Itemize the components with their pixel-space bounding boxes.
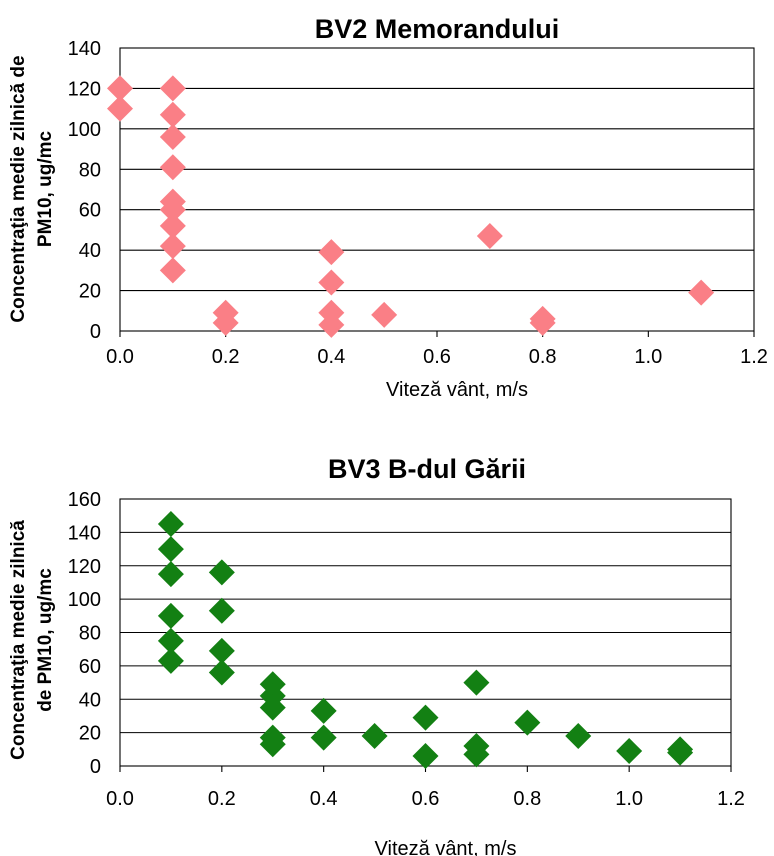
data-point — [667, 739, 694, 766]
x-tick-label: 1.2 — [740, 346, 768, 368]
data-point — [157, 511, 184, 538]
data-point — [107, 75, 133, 102]
y-axis-label-line: Concentraţia medie zilnică — [8, 520, 29, 760]
data-point — [159, 154, 186, 181]
x-tick-label: 0.2 — [208, 788, 236, 810]
x-tick-label: 0.0 — [106, 346, 134, 368]
x-tick-label: 0.8 — [529, 346, 557, 368]
data-point — [159, 196, 186, 223]
x-tick-label: 0.2 — [212, 346, 240, 368]
data-point — [259, 694, 286, 721]
x-tick-label: 0.4 — [317, 346, 345, 368]
data-point — [318, 269, 345, 296]
data-point — [310, 697, 337, 724]
data-point — [159, 101, 186, 128]
y-tick-label: 0 — [90, 756, 101, 778]
y-tick-label: 20 — [79, 281, 101, 303]
y-tick-label: 160 — [68, 489, 101, 511]
data-point — [157, 536, 184, 563]
x-tick-label: 0.6 — [412, 788, 440, 810]
data-point — [208, 659, 235, 686]
y-tick-label: 20 — [79, 723, 101, 745]
data-point — [463, 741, 490, 768]
data-point — [514, 709, 541, 736]
y-tick-label: 120 — [68, 78, 101, 100]
x-tick-label: 0.4 — [310, 788, 338, 810]
data-point — [159, 123, 186, 150]
y-tick-label: 80 — [79, 159, 101, 181]
data-point — [310, 724, 337, 751]
y-tick-label: 80 — [79, 623, 101, 645]
data-point — [212, 309, 239, 336]
data-point — [463, 669, 490, 696]
plot-frame — [119, 47, 755, 332]
y-tick-label: 60 — [79, 200, 101, 222]
chart-bv2-memorandului: BV2 Memorandului 0 20 40 60 80 100 120 140 0.0 0.2… — [8, 14, 768, 400]
y-tick-label: 60 — [79, 656, 101, 678]
data-point — [208, 637, 235, 664]
data-point — [412, 704, 439, 731]
x-tick-label: 1.2 — [717, 788, 745, 810]
x-axis-label: Viteză vânt, m/s — [386, 379, 528, 400]
data-point — [371, 301, 398, 328]
data-point — [208, 597, 235, 624]
chart-title: BV2 Memorandului — [315, 14, 560, 44]
y-tick-label: 140 — [68, 38, 101, 60]
x-tick-label: 0.6 — [423, 346, 451, 368]
y-tick-label: 140 — [68, 522, 101, 544]
x-axis-label: Viteză vânt, m/s — [375, 838, 517, 856]
data-point — [318, 311, 345, 338]
chart-bv3-bdul-garii: BV3 B-dul Gării 0 20 40 60 80 100 120 140 160 0.0 0… — [8, 454, 745, 856]
data-point — [159, 233, 186, 260]
data-point — [476, 222, 503, 249]
y-tick-label: 40 — [79, 689, 101, 711]
data-point — [157, 602, 184, 629]
x-tick-label: 0.8 — [513, 788, 541, 810]
y-tick-label: 40 — [79, 240, 101, 262]
y-tick-label: 0 — [90, 321, 101, 343]
data-point — [157, 627, 184, 654]
data-point — [208, 559, 235, 586]
data-point — [318, 239, 345, 266]
data-point — [361, 722, 388, 749]
data-point — [412, 742, 439, 769]
x-tick-label: 1.0 — [615, 788, 643, 810]
data-point — [159, 257, 186, 284]
data-point — [529, 309, 556, 336]
data-point — [159, 212, 186, 239]
y-axis-label: Concentraţia medie zilnică de PM10, ug/mc — [8, 520, 56, 760]
y-tick-label: 100 — [68, 119, 101, 141]
data-point — [259, 731, 286, 758]
y-axis-label: Concentraţia medie zilnică de PM10, ug/mc — [8, 55, 56, 322]
y-axis-label-line: Concentraţia medie zilnică de — [8, 55, 29, 322]
data-point — [688, 279, 715, 306]
data-point — [157, 647, 184, 674]
x-tick-label: 1.0 — [634, 346, 662, 368]
x-tick-label: 0.0 — [106, 788, 134, 810]
y-tick-label: 120 — [68, 556, 101, 578]
data-point — [616, 737, 643, 764]
data-point — [565, 722, 592, 749]
y-tick-label: 100 — [68, 589, 101, 611]
data-point — [157, 561, 184, 588]
y-axis-label-line: PM10, ug/mc — [35, 131, 56, 248]
y-axis-label-line: de PM10, ug/mc — [35, 568, 56, 712]
data-point — [107, 95, 133, 122]
chart-title: BV3 B-dul Gării — [328, 454, 526, 484]
data-point — [159, 75, 186, 102]
